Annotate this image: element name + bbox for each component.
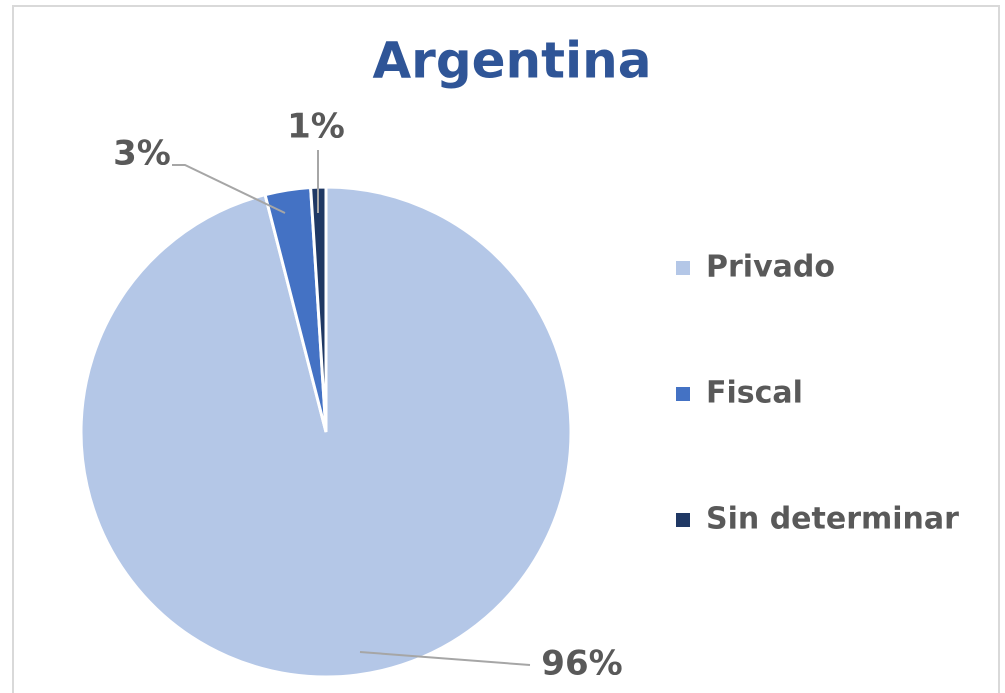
leader-line (172, 164, 286, 214)
leader-line (359, 651, 531, 666)
chart-title: Argentina (372, 32, 651, 90)
legend-label: Sin determinar (706, 502, 959, 537)
legend-label: Fiscal (706, 376, 803, 411)
legend-swatch (676, 387, 690, 401)
data-label: 1% (287, 107, 345, 147)
legend-label: Privado (706, 250, 835, 285)
legend-swatch (676, 513, 690, 527)
data-label: 96% (541, 644, 622, 684)
legend-swatch (676, 261, 690, 275)
data-label: 3% (113, 134, 171, 174)
